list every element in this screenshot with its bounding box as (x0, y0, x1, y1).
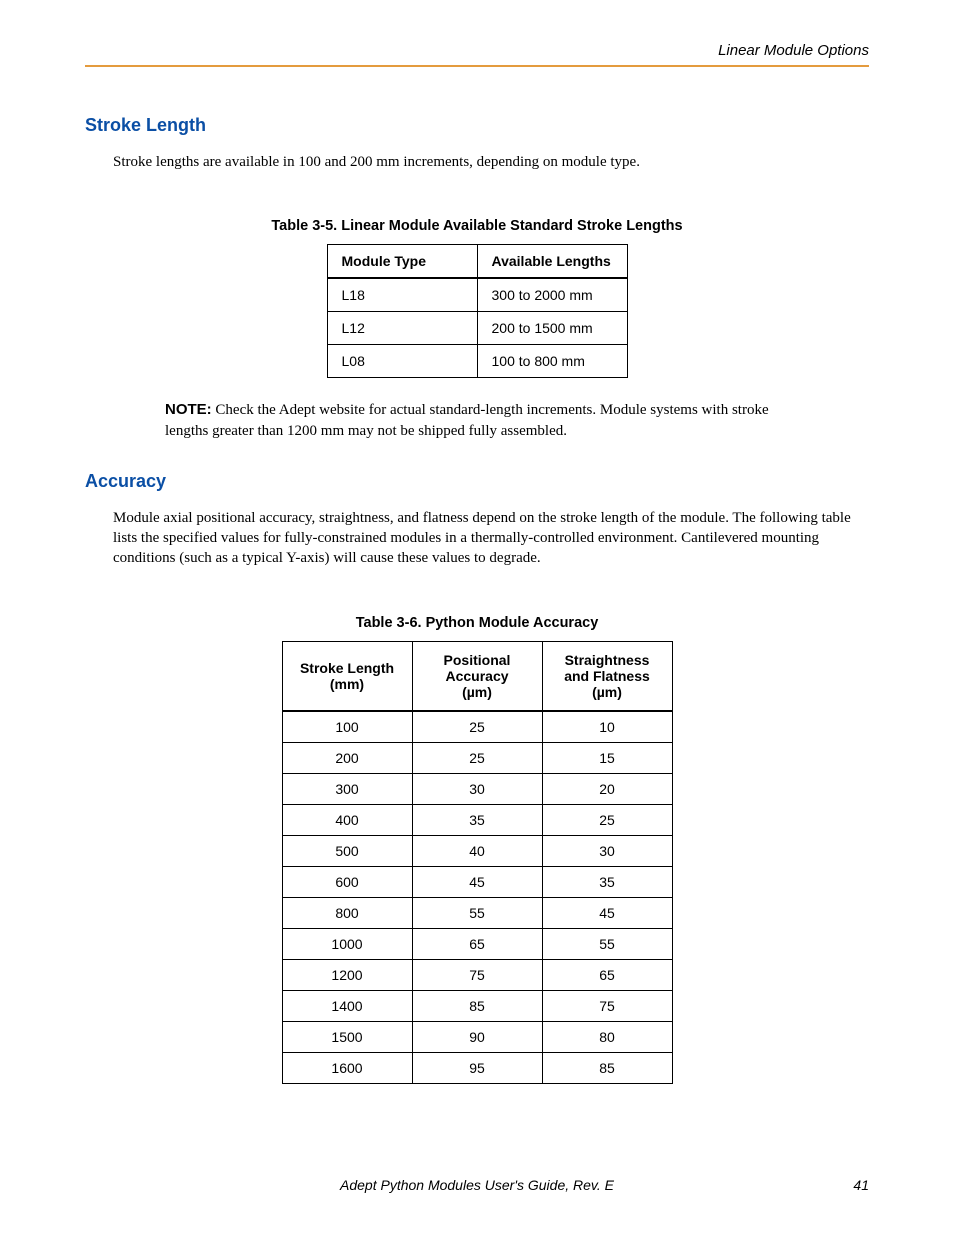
table-cell: 65 (412, 928, 542, 959)
table-cell: 25 (542, 804, 672, 835)
table-cell: L18 (327, 278, 477, 312)
table1-caption: Table 3-5. Linear Module Available Stand… (85, 218, 869, 234)
table-cell: 35 (412, 804, 542, 835)
table-row: 6004535 (282, 866, 672, 897)
table-row: 10006555 (282, 928, 672, 959)
table-cell: 200 to 1500 mm (477, 312, 627, 345)
table-cell: 25 (412, 742, 542, 773)
table2-caption: Table 3-6. Python Module Accuracy (85, 615, 869, 631)
table-cell: 100 to 800 mm (477, 345, 627, 378)
table-row: 3003020 (282, 773, 672, 804)
table-cell: 20 (542, 773, 672, 804)
table-cell: 30 (542, 835, 672, 866)
table-cell: 600 (282, 866, 412, 897)
table-cell: 65 (542, 959, 672, 990)
note-text: Check the Adept website for actual stand… (165, 402, 769, 438)
table-cell: 1600 (282, 1052, 412, 1083)
table-cell: 30 (412, 773, 542, 804)
table-cell: 100 (282, 711, 412, 743)
accuracy-text: Module axial positional accuracy, straig… (113, 508, 869, 569)
table2-col-positional: PositionalAccuracy(µm) (412, 641, 542, 710)
footer-text: Adept Python Modules User's Guide, Rev. … (85, 1177, 869, 1193)
table-cell: 1000 (282, 928, 412, 959)
table-header-row: Stroke Length(mm) PositionalAccuracy(µm)… (282, 641, 672, 710)
stroke-length-text: Stroke lengths are available in 100 and … (113, 152, 869, 172)
table-row: 2002515 (282, 742, 672, 773)
table-cell: 55 (542, 928, 672, 959)
table-header-row: Module Type Available Lengths (327, 245, 627, 278)
table-cell: 300 to 2000 mm (477, 278, 627, 312)
table-row: 1002510 (282, 711, 672, 743)
table-cell: 1500 (282, 1021, 412, 1052)
table-row: 8005545 (282, 897, 672, 928)
table-row: 4003525 (282, 804, 672, 835)
accuracy-table: Stroke Length(mm) PositionalAccuracy(µm)… (282, 641, 673, 1084)
table-row: 16009585 (282, 1052, 672, 1083)
table-row: L08100 to 800 mm (327, 345, 627, 378)
table-cell: 1400 (282, 990, 412, 1021)
table-cell: 85 (542, 1052, 672, 1083)
note-label: NOTE: (165, 401, 212, 418)
table-row: 15009080 (282, 1021, 672, 1052)
table-row: L18300 to 2000 mm (327, 278, 627, 312)
table-cell: 55 (412, 897, 542, 928)
table-cell: 500 (282, 835, 412, 866)
stroke-length-heading: Stroke Length (85, 115, 869, 136)
page-footer: Adept Python Modules User's Guide, Rev. … (85, 1177, 869, 1193)
table2-col-stroke: Stroke Length(mm) (282, 641, 412, 710)
table1-col-lengths: Available Lengths (477, 245, 627, 278)
table-cell: 35 (542, 866, 672, 897)
table-cell: 95 (412, 1052, 542, 1083)
table-cell: 85 (412, 990, 542, 1021)
table1-col-module: Module Type (327, 245, 477, 278)
table-cell: 75 (412, 959, 542, 990)
table-row: 5004030 (282, 835, 672, 866)
table-cell: 45 (412, 866, 542, 897)
table-row: 14008575 (282, 990, 672, 1021)
table-cell: 15 (542, 742, 672, 773)
table-cell: 1200 (282, 959, 412, 990)
table-row: L12200 to 1500 mm (327, 312, 627, 345)
table-cell: 300 (282, 773, 412, 804)
table-cell: 800 (282, 897, 412, 928)
footer-page-number: 41 (853, 1177, 869, 1193)
table-cell: L08 (327, 345, 477, 378)
table-cell: 40 (412, 835, 542, 866)
table-cell: 10 (542, 711, 672, 743)
accuracy-heading: Accuracy (85, 471, 869, 492)
table-cell: 45 (542, 897, 672, 928)
table-cell: 90 (412, 1021, 542, 1052)
table2-col-straightness: Straightnessand Flatness(µm) (542, 641, 672, 710)
header-section: Linear Module Options (85, 42, 869, 67)
note-block: NOTE: Check the Adept website for actual… (165, 400, 809, 441)
table-cell: 25 (412, 711, 542, 743)
table-cell: 400 (282, 804, 412, 835)
table-cell: 75 (542, 990, 672, 1021)
stroke-length-table: Module Type Available Lengths L18300 to … (327, 244, 628, 378)
table-cell: 200 (282, 742, 412, 773)
table-cell: L12 (327, 312, 477, 345)
table-cell: 80 (542, 1021, 672, 1052)
table-row: 12007565 (282, 959, 672, 990)
